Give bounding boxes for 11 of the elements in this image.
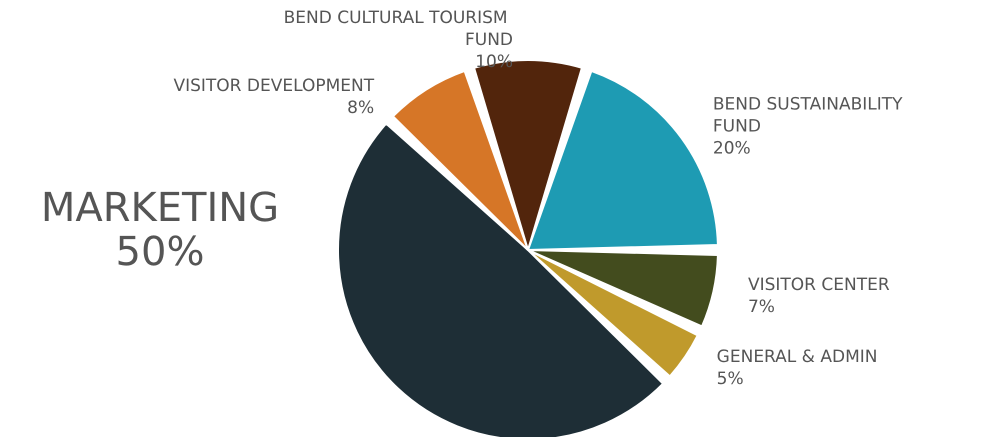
data-label: 50%	[116, 229, 204, 275]
slice-label: MARKETING	[40, 185, 280, 231]
data-label: 7%	[748, 296, 775, 317]
data-label: 8%	[347, 98, 374, 118]
slice-label: BEND SUSTAINABILITY FUND	[712, 94, 908, 137]
data-label: 5%	[716, 369, 744, 390]
data-label: 20%	[712, 138, 751, 159]
slice-label: VISITOR DEVELOPMENT	[173, 76, 375, 96]
slice-label: BEND CULTURAL TOURISM FUND	[284, 8, 513, 50]
slice-label: VISITOR CENTER	[748, 274, 890, 295]
slice-label: GENERAL & ADMIN	[716, 347, 878, 368]
